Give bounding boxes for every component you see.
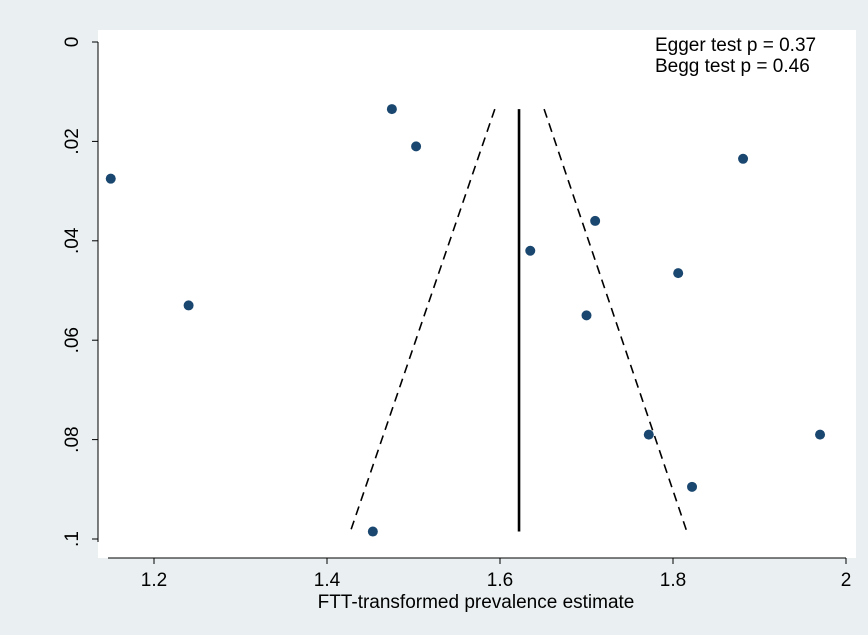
- y-axis-ticks: 0 .02 .04 .06 .08 .1: [62, 37, 98, 547]
- x-tick-label: 1.4: [314, 570, 341, 591]
- annotation-egger: Egger test p = 0.37: [655, 35, 816, 56]
- annotation-begg: Begg test p = 0.46: [655, 56, 810, 77]
- plot-area: [98, 30, 856, 558]
- study-point: [386, 104, 397, 115]
- study-point: [411, 141, 422, 152]
- y-tick-label: .08: [62, 426, 83, 452]
- x-axis-ticks: 1.2 1.4 1.6 1.8 2: [141, 558, 852, 591]
- study-point: [183, 300, 194, 311]
- study-points: [105, 104, 826, 537]
- study-point: [687, 481, 698, 492]
- x-tick-label: 1.6: [487, 570, 513, 591]
- x-tick-label: 1.2: [141, 570, 167, 591]
- study-point: [738, 153, 749, 164]
- y-tick-label: .02: [62, 128, 83, 154]
- y-tick-label: .04: [62, 227, 83, 254]
- y-tick-label: 0: [62, 37, 83, 48]
- study-point: [815, 429, 826, 440]
- study-point: [673, 268, 684, 279]
- study-point: [105, 173, 116, 184]
- funnel-lines: [349, 108, 688, 532]
- x-tick-label: 2: [841, 570, 852, 591]
- x-axis-title: FTT-transformed prevalence estimate: [318, 592, 635, 613]
- study-point: [525, 245, 536, 256]
- y-tick-label: .1: [62, 531, 83, 547]
- x-tick-label: 1.8: [660, 570, 686, 591]
- study-point: [581, 310, 592, 321]
- study-point: [643, 429, 654, 440]
- study-point: [590, 215, 601, 226]
- study-point: [367, 526, 378, 537]
- y-tick-label: .06: [62, 327, 83, 353]
